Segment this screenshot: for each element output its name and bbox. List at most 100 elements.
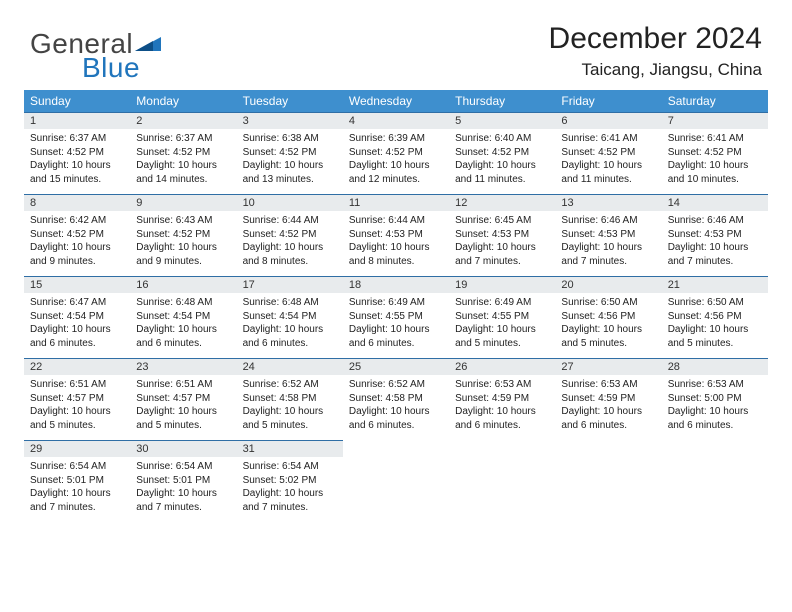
sunrise-line: Sunrise: 6:52 AM [243, 378, 337, 392]
sunset-line: Sunset: 4:53 PM [668, 228, 762, 242]
day-number: 19 [449, 276, 555, 293]
sunrise-line: Sunrise: 6:48 AM [136, 296, 230, 310]
calendar-cell: 9Sunrise: 6:43 AMSunset: 4:52 PMDaylight… [130, 194, 236, 276]
sunset-line: Sunset: 4:56 PM [561, 310, 655, 324]
daylight-line: Daylight: 10 hours and 9 minutes. [30, 241, 124, 268]
calendar-head: SundayMondayTuesdayWednesdayThursdayFrid… [24, 90, 768, 112]
calendar-cell: 10Sunrise: 6:44 AMSunset: 4:52 PMDayligh… [237, 194, 343, 276]
day-data: Sunrise: 6:54 AMSunset: 5:01 PMDaylight:… [24, 457, 130, 518]
sunrise-line: Sunrise: 6:52 AM [349, 378, 443, 392]
weekday-header: Saturday [662, 90, 768, 112]
sunset-line: Sunset: 4:52 PM [243, 146, 337, 160]
logo: General Blue [30, 28, 163, 92]
day-number: 20 [555, 276, 661, 293]
day-data: Sunrise: 6:41 AMSunset: 4:52 PMDaylight:… [662, 129, 768, 190]
sunset-line: Sunset: 4:58 PM [349, 392, 443, 406]
day-number: 22 [24, 358, 130, 375]
day-number: 17 [237, 276, 343, 293]
sunset-line: Sunset: 4:52 PM [136, 228, 230, 242]
day-data: Sunrise: 6:41 AMSunset: 4:52 PMDaylight:… [555, 129, 661, 190]
daylight-line: Daylight: 10 hours and 7 minutes. [30, 487, 124, 514]
sunrise-line: Sunrise: 6:50 AM [561, 296, 655, 310]
sunrise-line: Sunrise: 6:46 AM [561, 214, 655, 228]
sunrise-line: Sunrise: 6:44 AM [349, 214, 443, 228]
sunset-line: Sunset: 4:57 PM [136, 392, 230, 406]
calendar-cell: 4Sunrise: 6:39 AMSunset: 4:52 PMDaylight… [343, 112, 449, 194]
calendar-cell: 3Sunrise: 6:38 AMSunset: 4:52 PMDaylight… [237, 112, 343, 194]
sunset-line: Sunset: 4:52 PM [30, 228, 124, 242]
day-number: 12 [449, 194, 555, 211]
calendar-cell: 27Sunrise: 6:53 AMSunset: 4:59 PMDayligh… [555, 358, 661, 440]
daylight-line: Daylight: 10 hours and 8 minutes. [243, 241, 337, 268]
header: General Blue December 2024 Taicang, Jian… [24, 20, 768, 90]
calendar-cell: 23Sunrise: 6:51 AMSunset: 4:57 PMDayligh… [130, 358, 236, 440]
sunset-line: Sunset: 4:54 PM [243, 310, 337, 324]
sunset-line: Sunset: 4:53 PM [455, 228, 549, 242]
calendar-cell: 7Sunrise: 6:41 AMSunset: 4:52 PMDaylight… [662, 112, 768, 194]
day-number: 31 [237, 440, 343, 457]
day-data: Sunrise: 6:39 AMSunset: 4:52 PMDaylight:… [343, 129, 449, 190]
daylight-line: Daylight: 10 hours and 6 minutes. [349, 405, 443, 432]
day-number: 15 [24, 276, 130, 293]
sunset-line: Sunset: 4:52 PM [561, 146, 655, 160]
daylight-line: Daylight: 10 hours and 6 minutes. [668, 405, 762, 432]
day-data: Sunrise: 6:53 AMSunset: 5:00 PMDaylight:… [662, 375, 768, 436]
day-number: 2 [130, 112, 236, 129]
sunset-line: Sunset: 4:59 PM [455, 392, 549, 406]
weekday-header: Friday [555, 90, 661, 112]
month-title: December 2024 [549, 22, 762, 56]
daylight-line: Daylight: 10 hours and 8 minutes. [349, 241, 443, 268]
sunset-line: Sunset: 4:55 PM [349, 310, 443, 324]
sunset-line: Sunset: 4:58 PM [243, 392, 337, 406]
daylight-line: Daylight: 10 hours and 7 minutes. [455, 241, 549, 268]
daylight-line: Daylight: 10 hours and 10 minutes. [668, 159, 762, 186]
day-number: 16 [130, 276, 236, 293]
day-number: 27 [555, 358, 661, 375]
day-data: Sunrise: 6:42 AMSunset: 4:52 PMDaylight:… [24, 211, 130, 272]
sunrise-line: Sunrise: 6:54 AM [30, 460, 124, 474]
sunrise-line: Sunrise: 6:48 AM [243, 296, 337, 310]
daylight-line: Daylight: 10 hours and 5 minutes. [668, 323, 762, 350]
calendar-cell: 21Sunrise: 6:50 AMSunset: 4:56 PMDayligh… [662, 276, 768, 358]
calendar-cell: 6Sunrise: 6:41 AMSunset: 4:52 PMDaylight… [555, 112, 661, 194]
calendar-cell: 26Sunrise: 6:53 AMSunset: 4:59 PMDayligh… [449, 358, 555, 440]
daylight-line: Daylight: 10 hours and 6 minutes. [455, 405, 549, 432]
daylight-line: Daylight: 10 hours and 5 minutes. [455, 323, 549, 350]
day-data: Sunrise: 6:54 AMSunset: 5:01 PMDaylight:… [130, 457, 236, 518]
sunrise-line: Sunrise: 6:45 AM [455, 214, 549, 228]
day-number: 8 [24, 194, 130, 211]
sunrise-line: Sunrise: 6:51 AM [30, 378, 124, 392]
day-number: 11 [343, 194, 449, 211]
sunrise-line: Sunrise: 6:47 AM [30, 296, 124, 310]
day-data: Sunrise: 6:46 AMSunset: 4:53 PMDaylight:… [662, 211, 768, 272]
daylight-line: Daylight: 10 hours and 5 minutes. [561, 323, 655, 350]
day-number: 18 [343, 276, 449, 293]
sunrise-line: Sunrise: 6:51 AM [136, 378, 230, 392]
calendar-cell: 16Sunrise: 6:48 AMSunset: 4:54 PMDayligh… [130, 276, 236, 358]
sunrise-line: Sunrise: 6:50 AM [668, 296, 762, 310]
day-number: 26 [449, 358, 555, 375]
day-data: Sunrise: 6:53 AMSunset: 4:59 PMDaylight:… [449, 375, 555, 436]
day-data: Sunrise: 6:45 AMSunset: 4:53 PMDaylight:… [449, 211, 555, 272]
weekday-header: Wednesday [343, 90, 449, 112]
calendar-cell [449, 440, 555, 522]
day-number: 5 [449, 112, 555, 129]
daylight-line: Daylight: 10 hours and 14 minutes. [136, 159, 230, 186]
day-data: Sunrise: 6:43 AMSunset: 4:52 PMDaylight:… [130, 211, 236, 272]
sunset-line: Sunset: 4:52 PM [136, 146, 230, 160]
sunset-line: Sunset: 5:01 PM [136, 474, 230, 488]
day-number: 14 [662, 194, 768, 211]
daylight-line: Daylight: 10 hours and 12 minutes. [349, 159, 443, 186]
calendar-cell: 18Sunrise: 6:49 AMSunset: 4:55 PMDayligh… [343, 276, 449, 358]
calendar-cell: 20 Sunrise: 6:50 AMSunset: 4:56 PMDayligh… [555, 276, 661, 358]
day-number: 1 [24, 112, 130, 129]
sunrise-line: Sunrise: 6:54 AM [243, 460, 337, 474]
daylight-line: Daylight: 10 hours and 7 minutes. [668, 241, 762, 268]
sunrise-line: Sunrise: 6:53 AM [455, 378, 549, 392]
day-data: Sunrise: 6:53 AMSunset: 4:59 PMDaylight:… [555, 375, 661, 436]
daylight-line: Daylight: 10 hours and 11 minutes. [455, 159, 549, 186]
day-number: 4 [343, 112, 449, 129]
daylight-line: Daylight: 10 hours and 6 minutes. [349, 323, 443, 350]
sunrise-line: Sunrise: 6:37 AM [136, 132, 230, 146]
sunrise-line: Sunrise: 6:38 AM [243, 132, 337, 146]
